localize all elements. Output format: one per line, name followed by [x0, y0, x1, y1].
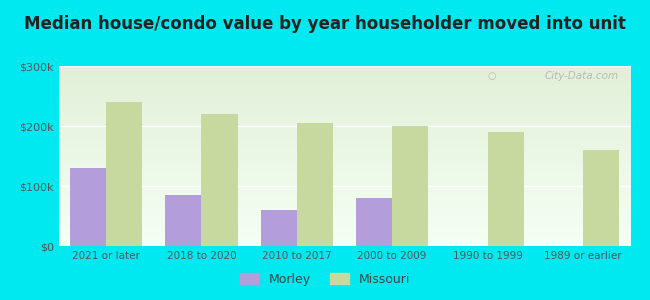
Bar: [165, 195, 202, 246]
Bar: [106, 102, 142, 246]
Bar: [202, 114, 238, 246]
Bar: [297, 123, 333, 246]
Text: ○: ○: [488, 71, 496, 81]
Bar: [70, 168, 106, 246]
Bar: [356, 198, 392, 246]
Bar: [583, 150, 619, 246]
Text: City-Data.com: City-Data.com: [545, 71, 619, 81]
Bar: [488, 132, 524, 246]
Text: Median house/condo value by year householder moved into unit: Median house/condo value by year househo…: [24, 15, 626, 33]
Legend: Morley, Missouri: Morley, Missouri: [235, 268, 415, 291]
Bar: [392, 126, 428, 246]
Bar: [261, 210, 297, 246]
